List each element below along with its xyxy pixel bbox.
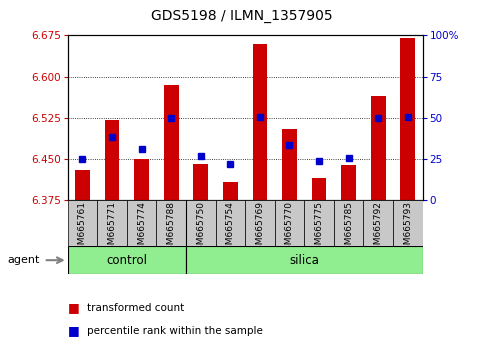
- Text: GSM665785: GSM665785: [344, 201, 353, 256]
- Bar: [275, 200, 304, 246]
- Bar: [105, 120, 119, 200]
- Text: GSM665774: GSM665774: [137, 201, 146, 256]
- Text: GSM665788: GSM665788: [167, 201, 176, 256]
- Bar: [75, 170, 90, 200]
- Text: GSM665771: GSM665771: [108, 201, 116, 256]
- Bar: [193, 164, 208, 200]
- Text: GDS5198 / ILMN_1357905: GDS5198 / ILMN_1357905: [151, 9, 332, 23]
- Bar: [304, 200, 334, 246]
- Bar: [253, 44, 267, 200]
- Text: control: control: [106, 254, 147, 267]
- Bar: [334, 200, 364, 246]
- Text: GSM665761: GSM665761: [78, 201, 87, 256]
- Bar: [127, 200, 156, 246]
- Bar: [134, 159, 149, 200]
- Text: ■: ■: [68, 325, 79, 337]
- Bar: [186, 246, 423, 274]
- Bar: [186, 200, 215, 246]
- Text: silica: silica: [289, 254, 319, 267]
- Text: GSM665750: GSM665750: [196, 201, 205, 256]
- Bar: [156, 200, 186, 246]
- Bar: [164, 85, 179, 200]
- Text: GSM665792: GSM665792: [374, 201, 383, 256]
- Text: GSM665770: GSM665770: [285, 201, 294, 256]
- Text: ■: ■: [68, 302, 79, 314]
- Bar: [97, 200, 127, 246]
- Bar: [312, 178, 327, 200]
- Bar: [68, 246, 186, 274]
- Bar: [393, 200, 423, 246]
- Text: percentile rank within the sample: percentile rank within the sample: [87, 326, 263, 336]
- Bar: [68, 200, 97, 246]
- Bar: [215, 200, 245, 246]
- Bar: [245, 200, 275, 246]
- Bar: [223, 182, 238, 200]
- Text: GSM665754: GSM665754: [226, 201, 235, 256]
- Text: GSM665775: GSM665775: [314, 201, 324, 256]
- Bar: [364, 200, 393, 246]
- Text: GSM665793: GSM665793: [403, 201, 412, 256]
- Bar: [371, 96, 385, 200]
- Bar: [400, 38, 415, 200]
- Bar: [282, 129, 297, 200]
- Text: GSM665769: GSM665769: [256, 201, 264, 256]
- Bar: [341, 165, 356, 200]
- Text: agent: agent: [7, 255, 40, 265]
- Text: transformed count: transformed count: [87, 303, 184, 313]
